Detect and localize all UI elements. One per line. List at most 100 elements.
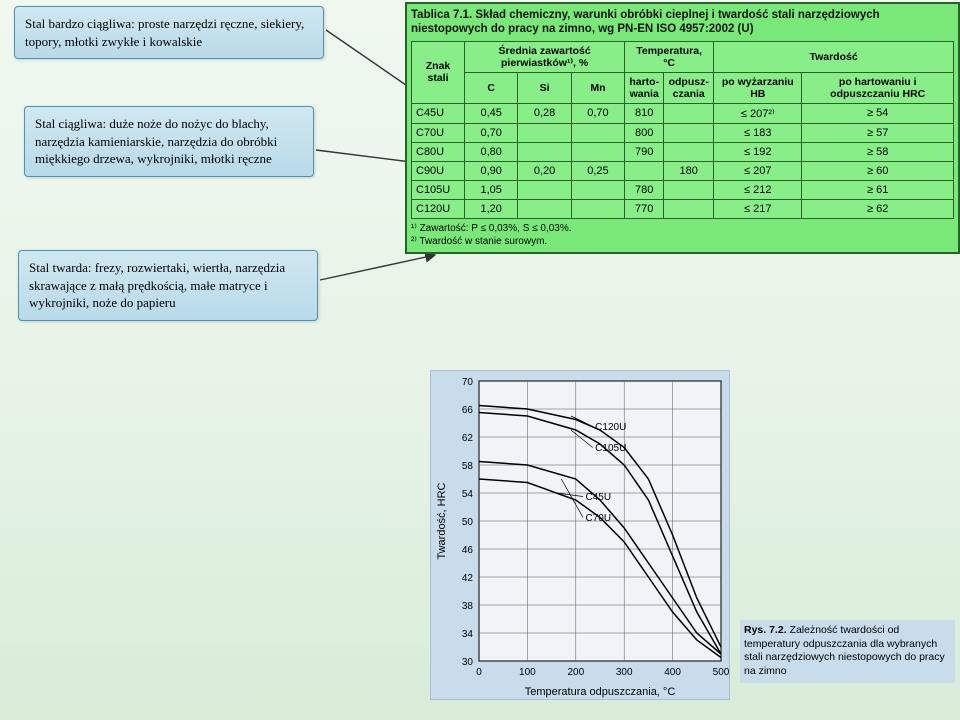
cell-znak: C105U (412, 180, 465, 199)
cell-hrc: ≥ 57 (802, 123, 954, 142)
cell-hart: 770 (625, 199, 664, 218)
svg-text:400: 400 (664, 667, 681, 678)
cell-si (518, 142, 571, 161)
cell-c: 0,70 (465, 123, 518, 142)
footnote-2: ²⁾ Twardość w stanie surowym. (411, 235, 954, 248)
svg-text:58: 58 (462, 461, 474, 472)
svg-text:C120U: C120U (595, 422, 626, 433)
svg-text:500: 500 (713, 667, 730, 678)
table-row: C120U1,20 770 ≤ 217≥ 62 (412, 199, 954, 218)
cell-c: 0,45 (465, 103, 518, 123)
cell-hrc: ≥ 60 (802, 161, 954, 180)
cell-mn (571, 142, 624, 161)
cell-mn (571, 180, 624, 199)
cell-si: 0,20 (518, 161, 571, 180)
cell-hrc: ≥ 62 (802, 199, 954, 218)
th-hart: harto- wania (625, 72, 664, 103)
svg-text:66: 66 (462, 405, 474, 416)
th-hrc: po hartowaniu i odpuszczaniu HRC (802, 72, 954, 103)
cell-c: 0,90 (465, 161, 518, 180)
svg-text:300: 300 (616, 667, 633, 678)
svg-text:C45U: C45U (585, 492, 611, 503)
cell-si (518, 199, 571, 218)
cell-hart: 810 (625, 103, 664, 123)
cell-hb: ≤ 192 (714, 142, 802, 161)
svg-text:38: 38 (462, 601, 474, 612)
svg-text:46: 46 (462, 545, 474, 556)
cell-znak: C90U (412, 161, 465, 180)
cell-mn: 0,25 (571, 161, 624, 180)
cell-odp (664, 199, 714, 218)
cell-znak: C45U (412, 103, 465, 123)
svg-text:42: 42 (462, 573, 474, 584)
cell-hb: ≤ 217 (714, 199, 802, 218)
svg-text:Twardość, HRC: Twardość, HRC (436, 482, 448, 559)
th-tw: Twardość (714, 41, 954, 72)
cell-c: 1,05 (465, 180, 518, 199)
th-chem: Średnia zawartość pierwiastków¹⁾, % (465, 41, 625, 72)
table-row: C80U0,80 790 ≤ 192≥ 58 (412, 142, 954, 161)
th-odp: odpusz- czania (664, 72, 714, 103)
cell-hart: 790 (625, 142, 664, 161)
cell-si: 0,28 (518, 103, 571, 123)
cell-mn (571, 123, 624, 142)
cell-hart: 800 (625, 123, 664, 142)
svg-text:50: 50 (462, 517, 474, 528)
table-row: C45U0,450,280,70810 ≤ 207²⁾≥ 54 (412, 103, 954, 123)
svg-text:70: 70 (462, 377, 474, 388)
chart-7-2: 0 100 200 300 400 500 30 34 38 42 46 50 54 58 62 66 70 C1… (430, 370, 730, 700)
svg-text:54: 54 (462, 489, 474, 500)
svg-text:200: 200 (567, 667, 584, 678)
svg-text:0: 0 (476, 667, 482, 678)
cell-hart (625, 161, 664, 180)
th-znak: Znak stali (412, 41, 465, 103)
cell-hb: ≤ 207 (714, 161, 802, 180)
svg-text:100: 100 (519, 667, 536, 678)
table-footnotes: ¹⁾ Zawartość: P ≤ 0,03%, S ≤ 0,03%. ²⁾ T… (411, 222, 954, 248)
cell-odp (664, 123, 714, 142)
cell-znak: C70U (412, 123, 465, 142)
table-caption: Tablica 7.1. Skład chemiczny, warunki ob… (411, 8, 954, 37)
svg-text:C70U: C70U (585, 513, 611, 524)
th-si: Si (518, 72, 571, 103)
cell-hb: ≤ 207²⁾ (714, 103, 802, 123)
callout-medium: Stal ciągliwa: duże noże do nożyc do bla… (24, 106, 314, 177)
callout-hard: Stal twarda: frezy, rozwiertaki, wiertła… (18, 250, 318, 321)
cell-odp: 180 (664, 161, 714, 180)
steel-table: Znak stali Średnia zawartość pierwiastkó… (411, 41, 954, 219)
cell-znak: C120U (412, 199, 465, 218)
cell-mn: 0,70 (571, 103, 624, 123)
cell-c: 1,20 (465, 199, 518, 218)
cell-hb: ≤ 183 (714, 123, 802, 142)
chart-caption: Rys. 7.2. Zależność twardości od tempera… (740, 620, 955, 683)
cell-hrc: ≥ 58 (802, 142, 954, 161)
cell-mn (571, 199, 624, 218)
svg-text:34: 34 (462, 629, 474, 640)
callout-ductile: Stal bardzo ciągliwa: proste narzędzi rę… (14, 6, 324, 59)
th-c: C (465, 72, 518, 103)
cell-c: 0,80 (465, 142, 518, 161)
svg-text:30: 30 (462, 657, 474, 668)
chart-caption-bold: Rys. 7.2. (744, 624, 787, 636)
cell-odp (664, 180, 714, 199)
table-7-1: Tablica 7.1. Skład chemiczny, warunki ob… (405, 2, 960, 254)
svg-text:Temperatura odpuszczania, °C: Temperatura odpuszczania, °C (525, 686, 676, 698)
th-temp: Temperatura, °C (625, 41, 714, 72)
table-row: C90U0,900,200,25 180≤ 207≥ 60 (412, 161, 954, 180)
cell-hart: 780 (625, 180, 664, 199)
cell-si (518, 180, 571, 199)
cell-odp (664, 103, 714, 123)
table-row: C70U0,70 800 ≤ 183≥ 57 (412, 123, 954, 142)
cell-si (518, 123, 571, 142)
hardness-chart: 0 100 200 300 400 500 30 34 38 42 46 50 54 58 62 66 70 C1… (431, 371, 731, 701)
svg-text:62: 62 (462, 433, 474, 444)
footnote-1: ¹⁾ Zawartość: P ≤ 0,03%, S ≤ 0,03%. (411, 222, 954, 235)
svg-text:C105U: C105U (595, 443, 626, 454)
cell-znak: C80U (412, 142, 465, 161)
th-hb: po wyżarzaniu HB (714, 72, 802, 103)
cell-hrc: ≥ 54 (802, 103, 954, 123)
table-row: C105U1,05780≤ 212≥ 61 (412, 180, 954, 199)
cell-hb: ≤ 212 (714, 180, 802, 199)
cell-odp (664, 142, 714, 161)
th-mn: Mn (571, 72, 624, 103)
